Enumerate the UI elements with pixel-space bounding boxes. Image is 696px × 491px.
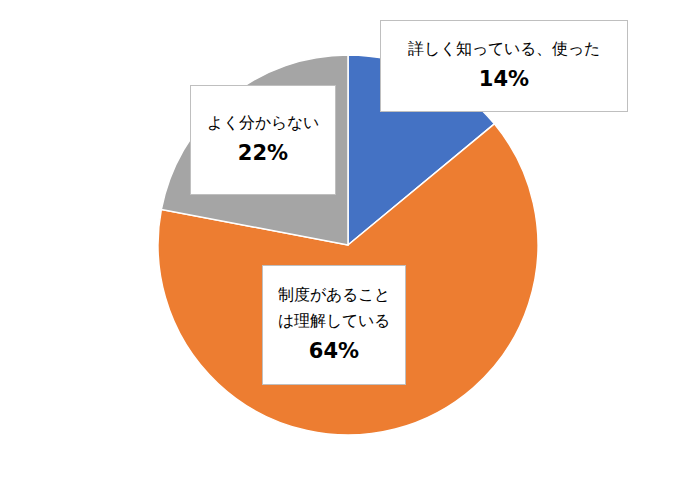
pie-slice: [161, 55, 348, 245]
category-label: 詳しく知っている、使った: [389, 36, 619, 62]
category-label: 制度があることは理解している: [275, 282, 393, 334]
data-label-box: よく分からない22%: [190, 85, 336, 195]
category-label: よく分からない: [198, 110, 328, 136]
value-label: 64%: [309, 334, 359, 368]
value-label: 22%: [238, 136, 288, 170]
value-label: 14%: [479, 62, 529, 96]
data-label-box: 制度があることは理解している64%: [262, 265, 406, 385]
data-label-box: 詳しく知っている、使った14%: [380, 20, 628, 112]
